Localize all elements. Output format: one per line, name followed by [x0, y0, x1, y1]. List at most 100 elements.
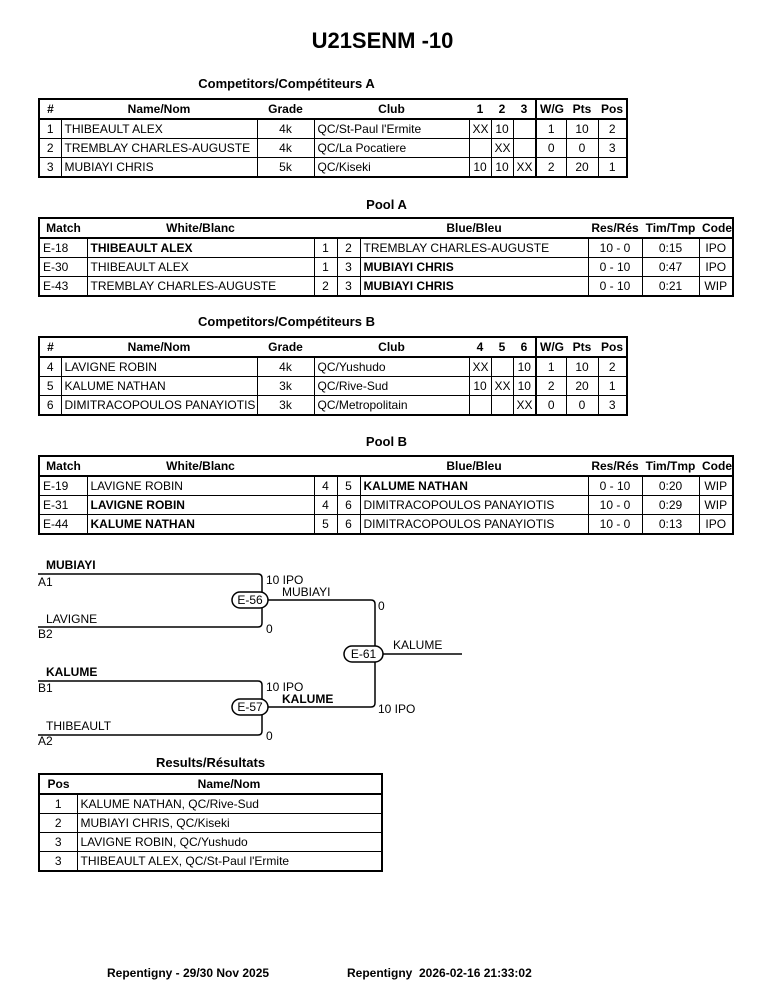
final-bottom-score: 10 IPO	[378, 702, 415, 716]
result-pos: 1	[38, 793, 78, 814]
header-blank	[337, 217, 360, 239]
header-opponent: 2	[491, 98, 513, 120]
match-id: E-43	[38, 276, 88, 297]
competitor-row: 3 MUBIAYI CHRIS 5k QC/Kiseki 10 10 XX 2 20 1	[38, 157, 628, 178]
header-blue: Blue/Bleu	[360, 455, 588, 477]
header-wg: W/G	[535, 98, 566, 120]
time: 0:47	[641, 257, 700, 277]
blue-name: MUBIAYI CHRIS	[359, 257, 589, 277]
pool-b-title: Pool B	[365, 434, 408, 449]
results-header-name: Name/Nom	[77, 773, 382, 795]
header-opponent: 6	[513, 336, 536, 358]
header-opponent: 5	[491, 336, 513, 358]
final-match-id: E-61	[351, 647, 377, 661]
semi1-winner: MUBIAYI	[282, 585, 330, 599]
results-row: 1 KALUME NATHAN, QC/Rive-Sud	[38, 793, 383, 814]
header-pos: Pos	[598, 98, 627, 120]
header-code: Code	[699, 455, 733, 477]
results-row: 3 THIBEAULT ALEX, QC/St-Paul l'Ermite	[38, 851, 383, 872]
header-white: White/Blanc	[87, 455, 314, 477]
header-pts: Pts	[566, 98, 598, 120]
semi2-bottom-name: THIBEAULT	[46, 719, 112, 733]
semi2-match-id: E-57	[237, 700, 263, 714]
competitor-row: 1 THIBEAULT ALEX 4k QC/St-Paul l'Ermite XX 10…	[38, 118, 628, 139]
blue-num: 6	[336, 514, 361, 535]
header-pts: Pts	[566, 336, 598, 358]
competitors-a-table: # Name/Nom Grade Club 1 2 3 W/G Pts Pos 1 THIBEAULT…	[38, 98, 628, 178]
match-pill-e57	[231, 698, 269, 716]
points: 20	[565, 376, 599, 396]
competitor-name: MUBIAYI CHRIS	[60, 157, 258, 178]
header-num: #	[39, 336, 61, 358]
bracket-line	[38, 573, 263, 592]
bracket-line	[38, 715, 263, 736]
blue-name: MUBIAYI CHRIS	[359, 276, 589, 297]
competitor-name: DIMITRACOPOULOS PANAYIOTIS	[60, 395, 258, 416]
header-name: Name/Nom	[61, 336, 257, 358]
semi1-top-name: MUBIAYI	[46, 558, 96, 572]
code: IPO	[698, 257, 734, 277]
code: IPO	[698, 237, 734, 258]
result-name: THIBEAULT ALEX, QC/St-Paul l'Ermite	[76, 851, 383, 872]
result: 0 - 10	[587, 257, 643, 277]
score-cell: XX	[490, 376, 514, 396]
bracket-line	[38, 608, 263, 628]
header-club: Club	[314, 336, 469, 358]
result-name: MUBIAYI CHRIS, QC/Kiseki	[76, 813, 383, 833]
match-pill-e61	[343, 645, 384, 663]
points: 20	[565, 157, 599, 178]
match-id: E-30	[38, 257, 88, 277]
result-name: LAVIGNE ROBIN, QC/Yushudo	[76, 832, 383, 852]
header-name: Name/Nom	[61, 98, 257, 120]
header-blank	[314, 217, 337, 239]
semi1-top-seed: A1	[38, 575, 53, 589]
match-id: E-44	[38, 514, 88, 535]
competitor-club: QC/La Pocatiere	[313, 138, 470, 158]
white-name: THIBEAULT ALEX	[86, 237, 315, 258]
result-pos: 3	[38, 851, 78, 872]
time: 0:13	[641, 514, 700, 535]
competitor-name: KALUME NATHAN	[60, 376, 258, 396]
competitor-num: 3	[38, 157, 62, 178]
header-match: Match	[39, 217, 87, 239]
competitors-a-title: Competitors/Compétiteurs A	[198, 76, 375, 91]
code: WIP	[698, 495, 734, 515]
competitors-b-table: # Name/Nom Grade Club 4 5 6 W/G Pts Pos 4 LAVIGNE R…	[38, 336, 628, 416]
results-row: 2 MUBIAYI CHRIS, QC/Kiseki	[38, 813, 383, 833]
competitor-num: 2	[38, 138, 62, 158]
code: IPO	[698, 514, 734, 535]
position: 1	[597, 157, 628, 178]
header-blank	[314, 455, 337, 477]
match-row: E-30 THIBEAULT ALEX 1 3 MUBIAYI CHRIS 0 - 10 0…	[38, 257, 734, 277]
result: 0 - 10	[587, 276, 643, 297]
match-row: E-19 LAVIGNE ROBIN 4 5 KALUME NATHAN 0 - 10 0:…	[38, 475, 734, 496]
header-opponent: 1	[469, 98, 491, 120]
position: 1	[597, 376, 628, 396]
header-num: #	[39, 98, 61, 120]
result: 10 - 0	[587, 495, 643, 515]
competitor-club: QC/Kiseki	[313, 157, 470, 178]
time: 0:21	[641, 276, 700, 297]
position: 3	[597, 395, 628, 416]
semi1-bottom-seed: B2	[38, 627, 53, 641]
header-white: White/Blanc	[87, 217, 314, 239]
competitor-club: QC/Metropolitain	[313, 395, 470, 416]
semi2-top-name: KALUME	[46, 665, 97, 679]
final-top-score: 0	[378, 599, 385, 613]
semi1-bottom-score: 0	[266, 622, 273, 636]
header-result: Res/Rés	[588, 217, 642, 239]
result-pos: 2	[38, 813, 78, 833]
result-pos: 3	[38, 832, 78, 852]
semi2-winner: KALUME	[282, 692, 333, 706]
header-grade: Grade	[257, 98, 314, 120]
competitor-name: TREMBLAY CHARLES-AUGUSTE	[60, 138, 258, 158]
competitor-club: QC/St-Paul l'Ermite	[313, 118, 470, 139]
header-result: Res/Rés	[588, 455, 642, 477]
header-opponent: 3	[513, 98, 536, 120]
header-code: Code	[699, 217, 733, 239]
score-cell: XX	[512, 395, 537, 416]
results-header-pos: Pos	[39, 773, 77, 795]
semi1-match-id: E-56	[237, 593, 263, 607]
final-winner: KALUME	[393, 638, 442, 652]
